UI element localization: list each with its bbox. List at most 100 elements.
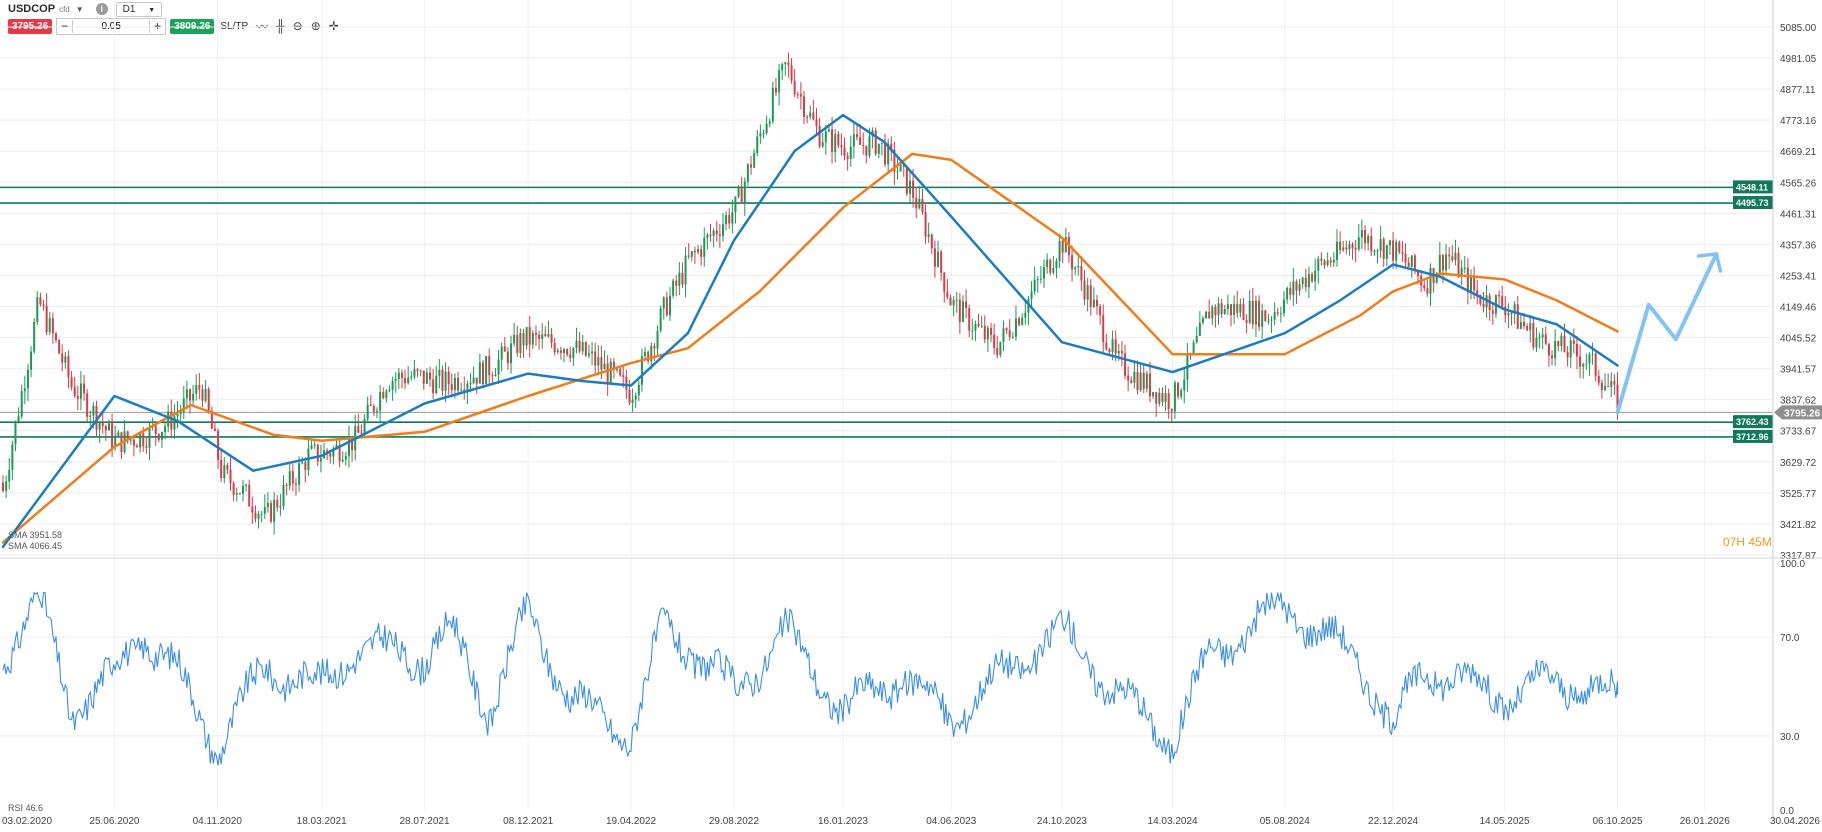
candle-body <box>1554 340 1557 359</box>
symbol-name[interactable]: USDCOP <box>8 3 56 15</box>
buy-price-button[interactable]: 3809.26 <box>170 18 215 34</box>
candle-body <box>778 70 781 93</box>
candle-body <box>1519 321 1522 329</box>
candle-body <box>1111 339 1114 353</box>
candle-body <box>1005 328 1008 331</box>
candle-body <box>204 388 207 401</box>
candle-body <box>1547 343 1550 356</box>
volume-stepper: − + <box>56 17 167 35</box>
candle-body <box>382 392 385 399</box>
candle-body <box>1136 371 1139 391</box>
candle-body <box>806 116 809 118</box>
candle-body <box>98 422 101 430</box>
price-tick-label: 4149.46 <box>1780 303 1817 314</box>
sma-fast-line <box>1 113 1619 549</box>
candle-body <box>1360 230 1363 238</box>
sltp-button[interactable]: SL/TP <box>220 20 249 32</box>
candle-body <box>880 142 883 144</box>
candle-body <box>930 234 933 249</box>
candle-body <box>746 164 749 182</box>
candle-body <box>86 393 89 417</box>
info-icon[interactable]: i <box>95 3 108 15</box>
candle-body <box>1572 340 1575 344</box>
candle-body <box>1398 241 1401 253</box>
candle-body <box>1164 393 1167 403</box>
candle-body <box>1173 382 1176 412</box>
candle-body <box>1180 390 1183 397</box>
candle-body <box>229 469 232 484</box>
rsi-tick-label: 30.0 <box>1780 732 1800 743</box>
crosshair-icon[interactable]: ✛ <box>328 19 339 33</box>
candle-body <box>986 328 989 340</box>
candle-body <box>1332 259 1335 263</box>
candle-body <box>1407 262 1410 267</box>
candles-icon[interactable]: ╫ <box>276 19 285 33</box>
zoom-in-icon[interactable]: ⊕ <box>310 19 321 33</box>
candle-body <box>1064 236 1067 253</box>
candle-body <box>1095 299 1098 307</box>
zoom-out-icon[interactable]: ⊖ <box>292 19 303 33</box>
candle-body <box>391 380 394 390</box>
candle-body <box>1183 379 1186 391</box>
candle-body <box>73 386 76 397</box>
candle-body <box>556 350 559 353</box>
candle-body <box>363 419 366 434</box>
candle-body <box>238 493 241 495</box>
price-tick-label: 3837.62 <box>1780 396 1817 407</box>
candle-body <box>1195 335 1198 343</box>
candle-body <box>619 369 622 376</box>
time-tick-label: 03.02.2020 <box>2 816 52 827</box>
candle-body <box>142 433 145 447</box>
level-label: 4495.73 <box>1736 198 1769 208</box>
candle-body <box>154 426 157 435</box>
timeframe-select[interactable]: D1 ▼ <box>115 1 163 17</box>
volume-input[interactable] <box>72 19 151 33</box>
candle-body <box>126 431 129 440</box>
candle-body <box>665 297 668 316</box>
volume-minus-button[interactable]: − <box>61 18 69 33</box>
candle-body <box>338 444 341 462</box>
candle-body <box>279 506 282 508</box>
candle-body <box>397 372 400 379</box>
candle-body <box>1008 330 1011 337</box>
candle-body <box>584 342 587 356</box>
candle-body <box>1052 267 1055 273</box>
sell-price-button[interactable]: 3795.26 <box>8 18 53 34</box>
time-tick-label: 28.07.2021 <box>400 816 450 827</box>
candle-body <box>1261 310 1264 327</box>
candle-body <box>1413 255 1416 272</box>
candle-body <box>1214 306 1217 316</box>
candle-body <box>1597 375 1600 383</box>
candle-body <box>257 513 260 519</box>
candle-body <box>1205 311 1208 319</box>
candle-body <box>1192 342 1195 354</box>
candle-body <box>937 251 940 267</box>
candle-body <box>254 512 257 519</box>
volume-plus-button[interactable]: + <box>154 18 162 33</box>
candle-body <box>1613 381 1616 385</box>
candle-body <box>1102 315 1105 343</box>
level-label: 4548.11 <box>1736 182 1768 192</box>
symbol-dropdown-icon[interactable]: ▼ <box>75 4 84 14</box>
candle-body <box>1046 259 1049 267</box>
candle-body <box>603 363 606 370</box>
candle-body <box>282 484 285 507</box>
candle-body <box>765 123 768 134</box>
candle-body <box>675 280 678 286</box>
candle-body <box>1507 313 1510 316</box>
candle-body <box>933 248 936 267</box>
candle-body <box>706 234 709 238</box>
candle-body <box>1024 312 1027 318</box>
candle-body <box>983 326 986 340</box>
candle-body <box>1569 340 1572 358</box>
candle-body <box>95 405 98 430</box>
candle-body <box>70 377 73 387</box>
candle-body <box>1071 255 1074 270</box>
candle-body <box>656 330 659 349</box>
candle-body <box>425 372 428 384</box>
candle-body <box>2 482 4 492</box>
candle-body <box>534 332 537 335</box>
candle-body <box>1367 236 1370 244</box>
candle-body <box>1161 392 1164 403</box>
